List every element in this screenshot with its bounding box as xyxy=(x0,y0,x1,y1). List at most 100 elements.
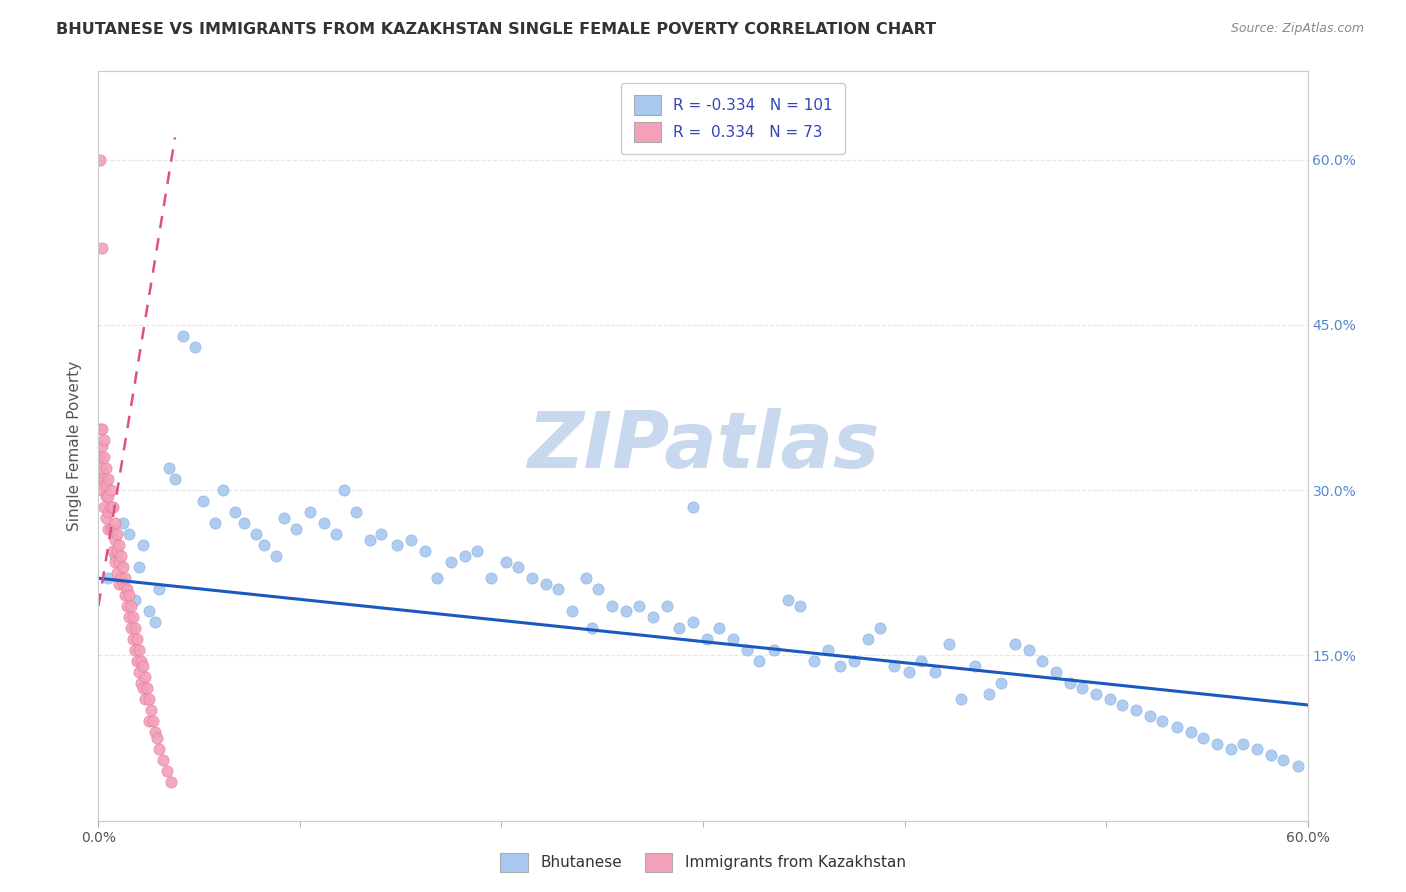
Point xyxy=(101,543,124,558)
Point xyxy=(440,555,463,569)
Point xyxy=(91,241,114,255)
Point xyxy=(1180,725,1202,739)
Point xyxy=(1125,703,1147,717)
Point xyxy=(124,621,146,635)
Point xyxy=(156,764,179,778)
Point xyxy=(1045,665,1067,679)
Point xyxy=(1166,720,1188,734)
Point xyxy=(128,643,150,657)
Point xyxy=(655,599,678,613)
Point xyxy=(1085,687,1108,701)
Point xyxy=(134,670,156,684)
Point xyxy=(129,654,152,668)
Point xyxy=(96,489,118,503)
Point xyxy=(1004,637,1026,651)
Point xyxy=(776,593,799,607)
Point xyxy=(325,527,347,541)
Point xyxy=(148,742,170,756)
Point xyxy=(1111,698,1133,712)
Point xyxy=(1139,709,1161,723)
Point xyxy=(1232,737,1254,751)
Point xyxy=(105,543,128,558)
Point xyxy=(385,538,408,552)
Point xyxy=(111,516,134,530)
Point xyxy=(143,615,166,630)
Point xyxy=(581,621,603,635)
Point xyxy=(723,632,745,646)
Point xyxy=(111,576,134,591)
Text: ZIPatlas: ZIPatlas xyxy=(527,408,879,484)
Point xyxy=(426,571,449,585)
Point xyxy=(1070,681,1092,696)
Point xyxy=(299,505,322,519)
Y-axis label: Single Female Poverty: Single Female Poverty xyxy=(67,361,83,531)
Point xyxy=(938,637,960,651)
Point xyxy=(107,555,129,569)
Point xyxy=(495,555,517,569)
Point xyxy=(135,681,157,696)
Point xyxy=(360,533,382,547)
Point xyxy=(789,599,811,613)
Point xyxy=(828,659,851,673)
Point xyxy=(370,527,392,541)
Point xyxy=(100,483,122,497)
Point xyxy=(91,461,114,475)
Point xyxy=(97,489,120,503)
Legend: Bhutanese, Immigrants from Kazakhstan: Bhutanese, Immigrants from Kazakhstan xyxy=(494,845,912,880)
Point xyxy=(97,571,120,585)
Point xyxy=(1018,643,1040,657)
Point xyxy=(586,582,609,597)
Point xyxy=(212,483,235,497)
Point xyxy=(1059,676,1081,690)
Point xyxy=(172,328,194,343)
Point xyxy=(707,621,730,635)
Point xyxy=(1272,753,1295,767)
Point xyxy=(125,632,148,646)
Point xyxy=(979,687,1001,701)
Point xyxy=(157,461,180,475)
Point xyxy=(949,692,972,706)
Point xyxy=(641,609,664,624)
Point xyxy=(534,576,557,591)
Point xyxy=(124,643,146,657)
Point xyxy=(314,516,336,530)
Point xyxy=(284,522,307,536)
Point xyxy=(627,599,650,613)
Point xyxy=(115,599,138,613)
Point xyxy=(100,500,122,514)
Point xyxy=(115,582,138,597)
Point xyxy=(93,472,115,486)
Point xyxy=(132,659,155,673)
Point xyxy=(1260,747,1282,762)
Text: Source: ZipAtlas.com: Source: ZipAtlas.com xyxy=(1230,22,1364,36)
Point xyxy=(465,543,488,558)
Point xyxy=(883,659,905,673)
Point xyxy=(990,676,1012,690)
Point xyxy=(143,725,166,739)
Point xyxy=(103,549,125,564)
Point xyxy=(120,599,142,613)
Point xyxy=(142,714,165,729)
Point xyxy=(105,566,128,580)
Point xyxy=(97,472,120,486)
Point xyxy=(97,505,120,519)
Point xyxy=(193,494,215,508)
Point xyxy=(120,621,142,635)
Point xyxy=(132,538,155,552)
Point xyxy=(118,609,141,624)
Point xyxy=(103,555,125,569)
Point xyxy=(803,654,825,668)
Point xyxy=(616,604,638,618)
Point xyxy=(924,665,946,679)
Point xyxy=(110,549,132,564)
Point xyxy=(107,576,129,591)
Point xyxy=(561,604,583,618)
Point xyxy=(264,549,287,564)
Point xyxy=(817,643,839,657)
Point xyxy=(89,450,111,464)
Point xyxy=(1152,714,1174,729)
Point xyxy=(160,775,183,789)
Point xyxy=(129,676,152,690)
Point xyxy=(762,643,785,657)
Point xyxy=(96,461,118,475)
